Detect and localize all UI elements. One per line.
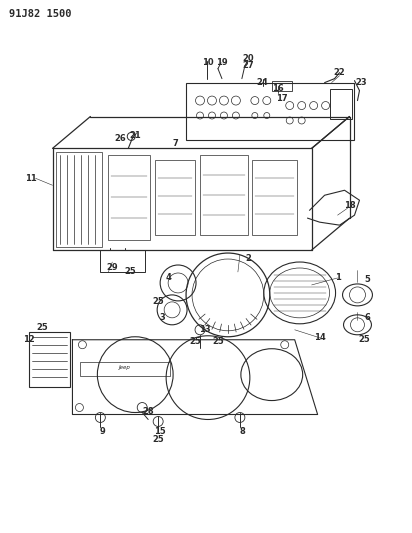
Text: 4: 4 [165,273,171,282]
Text: 28: 28 [143,407,154,416]
Text: 25: 25 [212,337,224,346]
Text: 29: 29 [107,263,118,272]
Text: 11: 11 [25,174,37,183]
Bar [330,88,351,118]
Text: 19: 19 [216,58,228,67]
Text: 15: 15 [154,427,166,436]
Bar [108,156,150,240]
Text: 1: 1 [335,273,340,282]
Text: 12: 12 [23,335,35,344]
Bar [155,160,195,235]
Bar [272,80,292,91]
Text: 13: 13 [199,325,211,334]
Bar [252,160,297,235]
Text: 25: 25 [37,324,49,332]
Text: 6: 6 [365,313,370,322]
Bar [200,156,248,235]
Text: 5: 5 [365,276,370,285]
Bar [80,362,170,376]
Text: 25: 25 [189,337,201,346]
Text: 25: 25 [124,268,136,277]
Text: 2: 2 [245,254,251,263]
Text: 23: 23 [356,78,367,87]
Text: 26: 26 [115,134,126,143]
Text: 20: 20 [242,54,254,63]
Text: 21: 21 [129,131,141,140]
Text: 8: 8 [239,427,245,436]
Text: 7: 7 [172,139,178,148]
Text: 24: 24 [256,78,268,87]
Text: 25: 25 [152,435,164,444]
Text: 22: 22 [334,68,345,77]
Text: 18: 18 [344,201,355,209]
Text: 25: 25 [152,297,164,306]
Text: 16: 16 [272,84,283,93]
Text: 10: 10 [202,58,214,67]
Bar [101,250,145,272]
Text: 17: 17 [276,94,288,103]
Text: 9: 9 [99,427,105,436]
Text: 27: 27 [242,61,254,70]
Text: Jeep: Jeep [119,365,131,370]
Bar [28,332,70,386]
Text: 91J82 1500: 91J82 1500 [9,9,71,19]
Text: 25: 25 [358,335,370,344]
Text: 14: 14 [314,333,325,342]
Text: 3: 3 [159,313,165,322]
Bar [186,83,353,140]
Bar [56,152,102,247]
